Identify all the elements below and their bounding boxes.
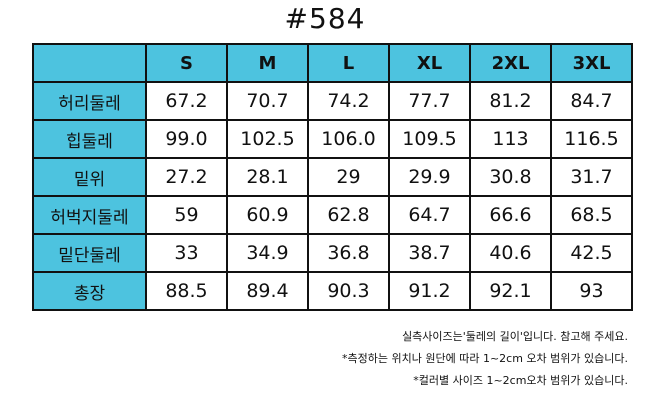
cell: 38.7 [388, 233, 471, 273]
cell: 77.7 [388, 81, 471, 121]
title: #584 [284, 2, 366, 35]
size-table: S M L XL 2XL 3XL 허리둘레 67.2 70.7 74.2 77.7 81.2 84.7… [32, 43, 633, 311]
cell: 64.7 [388, 195, 471, 235]
note: *컬러별 사이즈 1~2cm오차 범위가 있습니다. [413, 374, 628, 387]
cell: 66.6 [469, 195, 552, 235]
column-header: S [145, 43, 228, 83]
row-header: 밑위 [32, 157, 147, 197]
column-header: XL [388, 43, 471, 83]
corner-cell [32, 43, 147, 83]
cell: 62.8 [307, 195, 390, 235]
table-row: 힙둘레 99.0 102.5 106.0 109.5 113 116.5 [32, 119, 633, 159]
cell: 116.5 [550, 119, 633, 159]
cell: 92.1 [469, 271, 552, 311]
cell: 30.8 [469, 157, 552, 197]
cell: 31.7 [550, 157, 633, 197]
row-header: 밑단둘레 [32, 233, 147, 273]
row-header: 허벅지둘레 [32, 195, 147, 235]
note: *측정하는 위치나 원단에 따라 1~2cm 오차 범위가 있습니다. [342, 352, 628, 365]
cell: 67.2 [145, 81, 228, 121]
cell: 81.2 [469, 81, 552, 121]
row-header: 힙둘레 [32, 119, 147, 159]
cell: 70.7 [226, 81, 309, 121]
cell: 90.3 [307, 271, 390, 311]
column-header: 2XL [469, 43, 552, 83]
cell: 89.4 [226, 271, 309, 311]
cell: 28.1 [226, 157, 309, 197]
table-row: 밑단둘레 33 34.9 36.8 38.7 40.6 42.5 [32, 233, 633, 273]
table-row: 총장 88.5 89.4 90.3 91.2 92.1 93 [32, 271, 633, 311]
cell: 36.8 [307, 233, 390, 273]
column-header: M [226, 43, 309, 83]
cell: 102.5 [226, 119, 309, 159]
cell: 106.0 [307, 119, 390, 159]
cell: 59 [145, 195, 228, 235]
row-header: 총장 [32, 271, 147, 311]
cell: 34.9 [226, 233, 309, 273]
cell: 113 [469, 119, 552, 159]
cell: 91.2 [388, 271, 471, 311]
row-header: 허리둘레 [32, 81, 147, 121]
cell: 93 [550, 271, 633, 311]
cell: 88.5 [145, 271, 228, 311]
cell: 109.5 [388, 119, 471, 159]
column-header: L [307, 43, 390, 83]
cell: 99.0 [145, 119, 228, 159]
note: 실측사이즈는'둘레의 길이'입니다. 참고해 주세요. [402, 330, 628, 343]
cell: 42.5 [550, 233, 633, 273]
column-header: 3XL [550, 43, 633, 83]
cell: 29.9 [388, 157, 471, 197]
notes: 실측사이즈는'둘레의 길이'입니다. 참고해 주세요. *측정하는 위치나 원단에… [342, 326, 628, 392]
cell: 29 [307, 157, 390, 197]
cell: 68.5 [550, 195, 633, 235]
table-row: 허리둘레 67.2 70.7 74.2 77.7 81.2 84.7 [32, 81, 633, 121]
cell: 84.7 [550, 81, 633, 121]
cell: 60.9 [226, 195, 309, 235]
table-row: 밑위 27.2 28.1 29 29.9 30.8 31.7 [32, 157, 633, 197]
table-row: 허벅지둘레 59 60.9 62.8 64.7 66.6 68.5 [32, 195, 633, 235]
cell: 40.6 [469, 233, 552, 273]
cell: 74.2 [307, 81, 390, 121]
cell: 27.2 [145, 157, 228, 197]
cell: 33 [145, 233, 228, 273]
